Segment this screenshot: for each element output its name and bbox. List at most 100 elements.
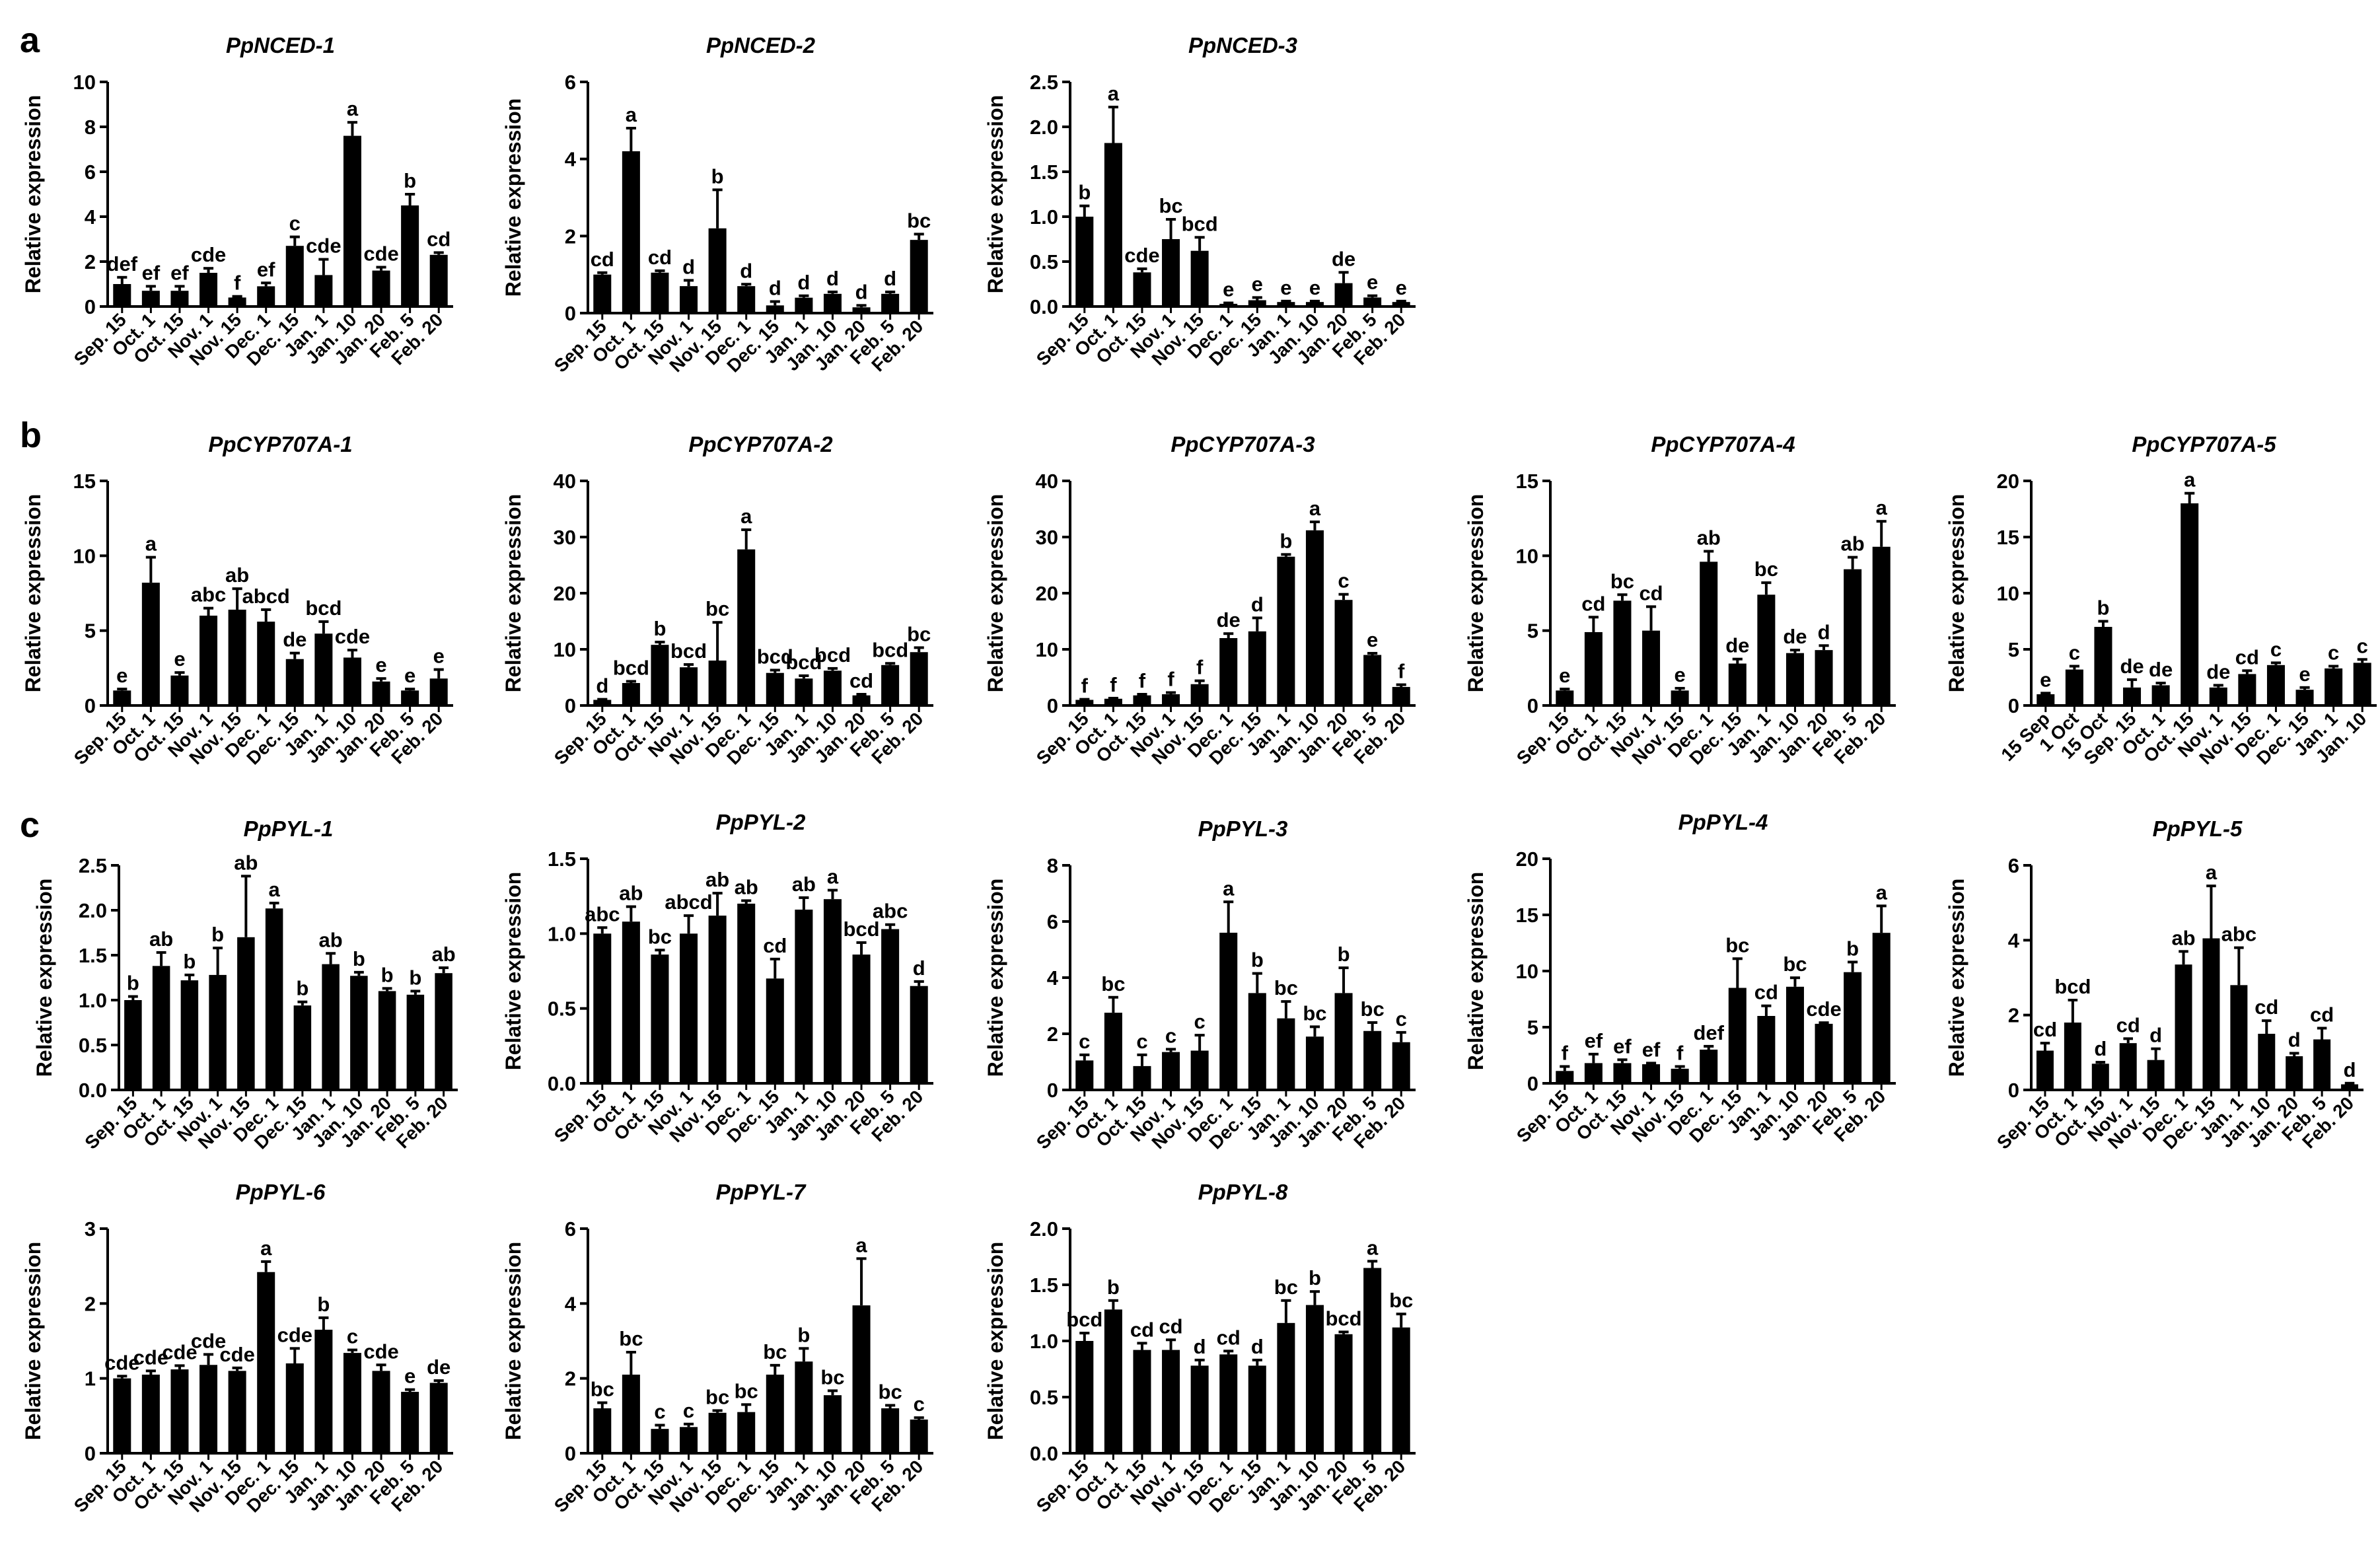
y-tick-label: 40	[1036, 470, 1058, 493]
bar	[350, 976, 368, 1090]
significance-letter: d	[855, 280, 868, 303]
significance-letter: ab	[234, 851, 258, 874]
bar	[1334, 600, 1353, 705]
significance-letter: cd	[1754, 981, 1778, 1004]
bar	[1190, 1050, 1209, 1090]
significance-letter: ab	[2171, 926, 2195, 949]
bar	[257, 622, 275, 705]
y-tick-label: 5	[1527, 1016, 1538, 1039]
bar	[1584, 631, 1603, 705]
significance-letter: a	[1223, 877, 1235, 900]
bar	[343, 135, 361, 307]
significance-letter: a	[827, 865, 839, 888]
significance-letter: cde	[1806, 997, 1841, 1021]
bar	[1556, 1071, 1574, 1083]
bar	[1363, 297, 1382, 307]
y-tick-label: 4	[565, 1292, 577, 1315]
y-tick-label: 2	[85, 250, 96, 273]
significance-letter: de	[2149, 658, 2173, 681]
significance-letter: bcd	[843, 918, 879, 941]
significance-letter: d	[740, 259, 752, 282]
significance-letter: ef	[1613, 1034, 1632, 1058]
bar	[2202, 938, 2220, 1090]
significance-letter: a	[2206, 861, 2218, 884]
chart-title: PpPYL-3	[1198, 816, 1288, 841]
y-tick-label: 0	[85, 295, 96, 318]
bar	[2037, 694, 2055, 705]
y-tick-label: 0	[565, 302, 576, 325]
significance-letter: e	[1559, 664, 1570, 687]
y-tick-label: 5	[85, 620, 96, 643]
bar	[622, 921, 640, 1083]
y-tick-label: 0.5	[548, 997, 576, 1021]
bar	[1219, 1354, 1238, 1453]
y-tick-label: 2	[1047, 1023, 1058, 1046]
significance-letter: cd	[427, 227, 451, 250]
bar	[593, 1408, 612, 1453]
significance-letter: bc	[907, 209, 931, 232]
y-tick-label: 10	[1997, 582, 2019, 605]
bar	[680, 667, 698, 705]
bar	[1219, 933, 1238, 1090]
bar	[372, 270, 390, 307]
bar	[2341, 1084, 2359, 1090]
bar	[1190, 684, 1209, 705]
significance-letter: c	[683, 1399, 694, 1422]
bar	[910, 240, 928, 313]
y-tick-label: 0.5	[79, 1034, 107, 1057]
significance-letter: c	[1136, 1030, 1147, 1053]
significance-letter: cde	[335, 625, 370, 648]
bar	[401, 1392, 419, 1453]
bar	[170, 291, 189, 307]
bar	[1075, 1341, 1094, 1453]
significance-letter: bc	[1274, 1276, 1298, 1299]
y-tick-label: 0.0	[1030, 295, 1058, 318]
bar	[257, 1272, 275, 1453]
significance-letter: f	[1081, 674, 1089, 698]
significance-letter: ab	[225, 563, 249, 587]
significance-letter: cd	[2116, 1013, 2140, 1036]
significance-letter: de	[2120, 655, 2144, 678]
significance-letter: bc	[648, 925, 672, 948]
y-tick-label: 0.0	[79, 1079, 107, 1102]
bar	[1133, 695, 1151, 705]
significance-letter: f	[1196, 656, 1204, 679]
bar	[2091, 1064, 2109, 1090]
bar	[1305, 530, 1324, 705]
significance-letter: e	[404, 664, 415, 687]
significance-letter: cde	[306, 234, 341, 258]
significance-letter: e	[375, 653, 386, 676]
bar	[1334, 993, 1353, 1090]
significance-letter: cde	[191, 243, 226, 266]
bar	[1844, 972, 1862, 1083]
bar	[795, 297, 813, 313]
y-tick-label: 0	[2008, 1079, 2019, 1102]
bar	[2094, 627, 2112, 705]
bar	[2230, 985, 2248, 1090]
significance-letter: cd	[1581, 592, 1605, 615]
bar	[910, 986, 928, 1083]
significance-letter: d	[2288, 1028, 2301, 1051]
chart-title: PpPYL-7	[716, 1180, 807, 1204]
bar	[2065, 669, 2083, 705]
significance-letter: def	[1693, 1021, 1724, 1044]
bar	[113, 284, 131, 307]
significance-letter: bc	[907, 622, 931, 645]
bar	[795, 1361, 813, 1453]
significance-letter: cde	[191, 1329, 226, 1352]
significance-letter: c	[289, 212, 301, 235]
y-tick-label: 1.5	[1030, 1274, 1058, 1297]
bar	[737, 286, 756, 313]
significance-letter: abc	[585, 902, 620, 925]
significance-letter: a	[2184, 468, 2196, 491]
significance-letter: bc	[763, 1340, 787, 1363]
significance-letter: def	[107, 252, 138, 275]
significance-letter: d	[797, 271, 810, 294]
bar	[1671, 690, 1689, 705]
significance-letter: b	[797, 1323, 810, 1346]
